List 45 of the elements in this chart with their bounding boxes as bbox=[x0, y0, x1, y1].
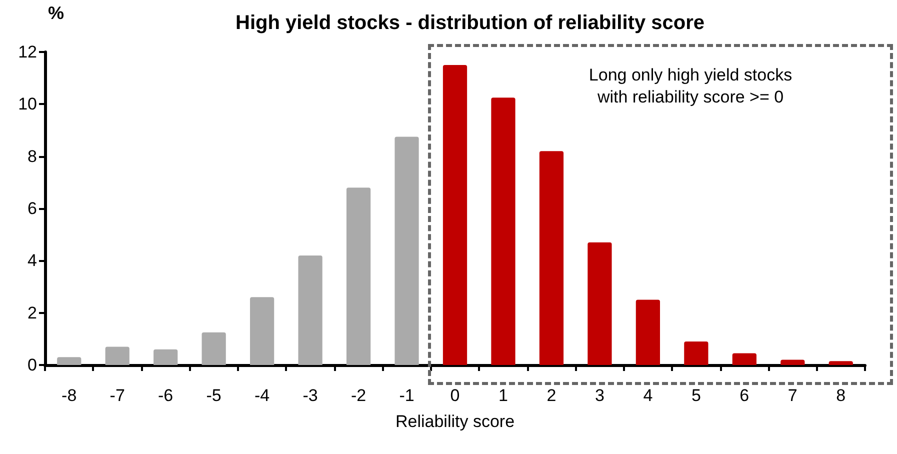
bar bbox=[828, 361, 853, 365]
y-tick-label: 4 bbox=[28, 251, 37, 270]
chart-title: High yield stocks - distribution of reliability score bbox=[236, 12, 704, 34]
x-tick-label: 3 bbox=[594, 386, 604, 405]
x-tick-label: 1 bbox=[498, 386, 508, 405]
x-tick-label: -7 bbox=[110, 386, 125, 405]
y-tick-label: 10 bbox=[18, 94, 37, 114]
bar bbox=[346, 188, 371, 365]
bar bbox=[588, 242, 612, 365]
bar bbox=[491, 98, 516, 365]
bar bbox=[684, 342, 708, 365]
x-tick-label: 4 bbox=[643, 386, 653, 405]
x-tick-label: -4 bbox=[254, 386, 270, 405]
x-tick-label: -1 bbox=[399, 386, 414, 405]
bar bbox=[154, 349, 178, 365]
y-tick-label: 0 bbox=[28, 356, 37, 374]
bar bbox=[539, 151, 564, 365]
x-tick-label: 8 bbox=[836, 386, 846, 405]
bar bbox=[636, 300, 660, 365]
bar bbox=[105, 346, 130, 365]
y-tick-label: 8 bbox=[28, 146, 37, 166]
x-tick-label: 2 bbox=[546, 386, 556, 405]
x-tick-label: -8 bbox=[62, 386, 77, 405]
bar bbox=[442, 65, 468, 365]
y-tick-label: 6 bbox=[28, 199, 37, 218]
bar bbox=[202, 332, 226, 365]
bar bbox=[732, 353, 756, 365]
bar bbox=[298, 255, 322, 365]
bar bbox=[57, 357, 82, 365]
x-tick-label: -6 bbox=[158, 386, 174, 405]
y-tick-label: 12 bbox=[18, 42, 37, 62]
x-tick-label: 7 bbox=[788, 386, 798, 405]
annotation: Long only high yield stocks with reliability score >= 0 bbox=[588, 66, 792, 106]
bar bbox=[250, 297, 274, 365]
bar bbox=[780, 360, 805, 365]
y-axis-title: % bbox=[48, 3, 64, 23]
x-tick-label: -5 bbox=[206, 386, 222, 405]
y-tick-label: 2 bbox=[28, 303, 37, 322]
x-tick-label: 6 bbox=[740, 386, 750, 405]
x-tick-label: -2 bbox=[350, 386, 366, 405]
x-axis-title: Reliability score bbox=[395, 412, 515, 431]
x-tick-label: 5 bbox=[691, 386, 701, 405]
x-tick-label: 0 bbox=[450, 386, 460, 405]
bar bbox=[394, 136, 419, 365]
x-tick-label: -3 bbox=[302, 386, 318, 405]
